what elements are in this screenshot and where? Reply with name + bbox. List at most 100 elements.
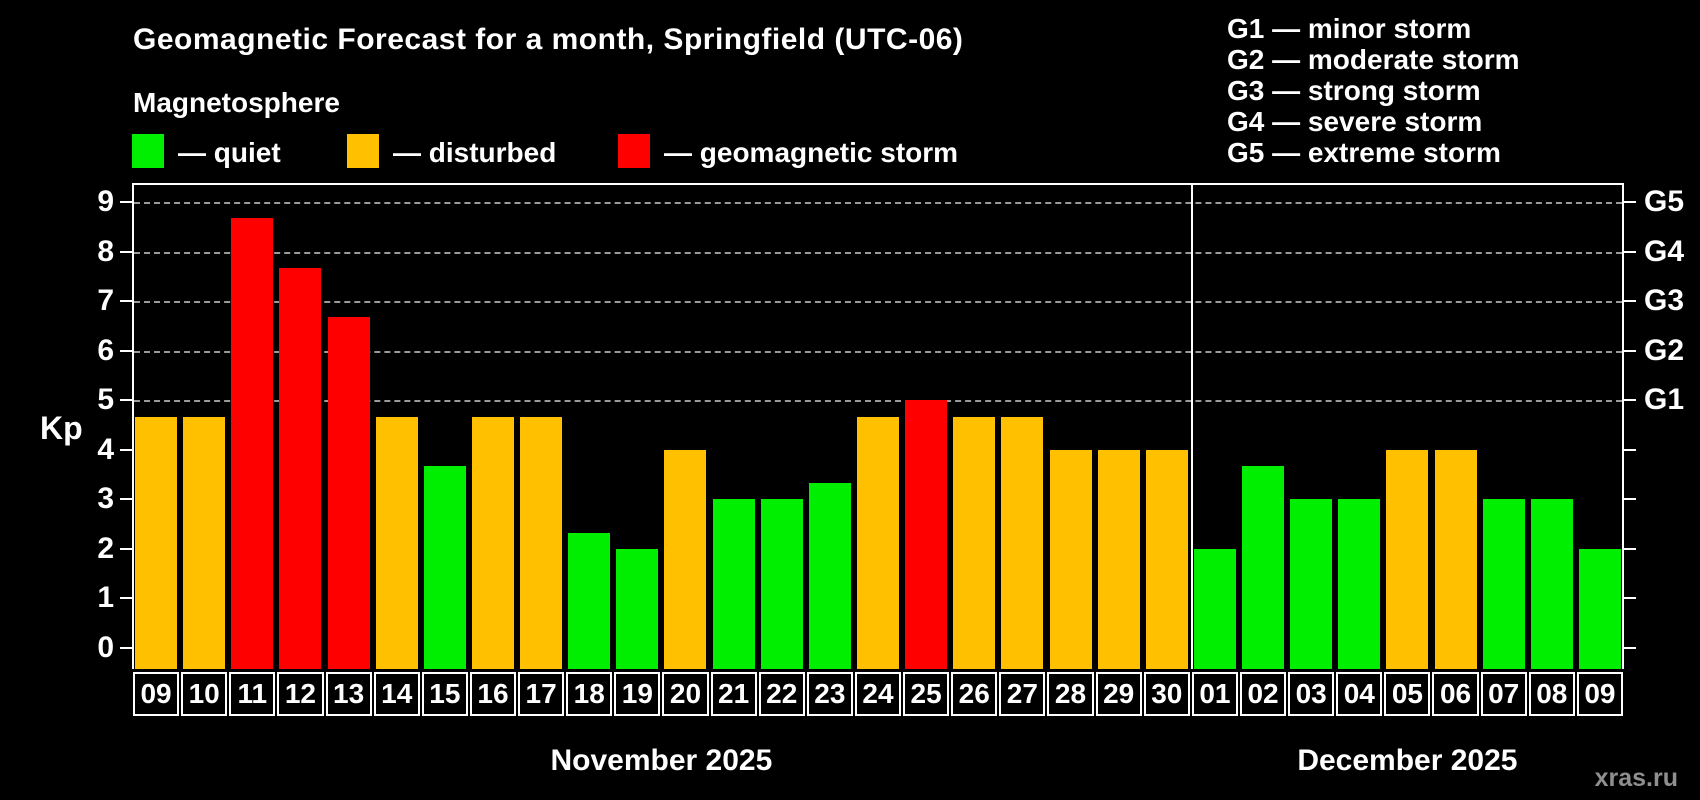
- bar-day-16: [471, 416, 514, 669]
- y-tick-right-4: [1624, 448, 1636, 451]
- g-axis-label-G5: G5: [1644, 184, 1685, 218]
- y-tick-left-9: [120, 200, 132, 203]
- gridline-kp9: [134, 201, 1622, 204]
- bar-day-10: [183, 416, 226, 669]
- bar-day-09: [1578, 548, 1621, 669]
- g-axis-label-G2: G2: [1644, 333, 1685, 367]
- bar-day-13: [327, 317, 370, 669]
- date-cell-2-11: 11: [229, 672, 276, 716]
- date-cell-9-18: 18: [566, 672, 613, 716]
- bar-day-26: [953, 416, 996, 669]
- legend-storm-label: — geomagnetic storm: [664, 137, 959, 168]
- month-label-0: November 2025: [550, 744, 773, 777]
- date-cell-7-16: 16: [469, 672, 517, 716]
- y-tick-label-1: 1: [97, 581, 114, 615]
- y-tick-label-0: 0: [97, 631, 114, 664]
- bar-day-18: [568, 532, 611, 669]
- y-tick-right-6: [1624, 349, 1636, 352]
- y-tick-right-9: [1624, 200, 1636, 203]
- bar-day-25: [905, 400, 948, 669]
- legend-disturbed-label: — disturbed: [393, 137, 557, 168]
- g3-legend-line: G3 — strong storm: [1227, 75, 1481, 106]
- bar-day-23: [808, 482, 851, 669]
- g5-legend-line: G5 — extreme storm: [1227, 137, 1501, 168]
- plot-area: [132, 183, 1624, 669]
- g-scale-legend: G1 — minor storm G2 — moderate storm G3 …: [1227, 13, 1520, 168]
- date-cell-26-05: 05: [1384, 672, 1431, 716]
- date-cell-19-28: 28: [1047, 672, 1094, 716]
- y-tick-right-2: [1624, 547, 1636, 550]
- month-divider: [1190, 185, 1193, 669]
- date-cell-10-19: 19: [614, 672, 661, 716]
- y-tick-left-5: [120, 399, 132, 402]
- g4-legend-line: G4 — severe storm: [1227, 106, 1483, 137]
- bar-day-24: [857, 416, 899, 669]
- y-tick-left-3: [120, 498, 132, 501]
- bar-day-06: [1434, 449, 1477, 669]
- date-cell-25-04: 04: [1336, 672, 1383, 716]
- legend-quiet-label: — quiet: [178, 137, 281, 168]
- date-cell-3-12: 12: [277, 672, 324, 716]
- gridline-kp7: [134, 301, 1622, 304]
- bar-day-09: [135, 416, 178, 669]
- y-tick-right-0: [1624, 647, 1636, 649]
- date-cell-1-10: 10: [181, 672, 228, 716]
- bar-day-28: [1049, 449, 1092, 669]
- date-cell-18-27: 27: [999, 672, 1046, 716]
- date-cell-0-09: 09: [133, 672, 180, 716]
- date-cell-28-07: 07: [1480, 672, 1527, 716]
- y-tick-right-8: [1624, 250, 1636, 253]
- gridline-kp8: [134, 251, 1622, 254]
- bar-day-03: [1290, 499, 1333, 669]
- bar-day-04: [1338, 499, 1381, 669]
- y-tick-left-8: [120, 250, 132, 253]
- date-cell-8-17: 17: [518, 672, 565, 716]
- gridline-kp5: [134, 400, 1622, 403]
- y-tick-label-4: 4: [97, 432, 114, 466]
- g-axis-label-G1: G1: [1644, 383, 1685, 417]
- y-tick-left-7: [120, 300, 132, 303]
- y-tick-right-5: [1624, 399, 1636, 402]
- g2-legend-line: G2 — moderate storm: [1227, 44, 1520, 75]
- date-cell-21-30: 30: [1143, 672, 1190, 716]
- chart-title: Geomagnetic Forecast for a month, Spring…: [133, 23, 964, 56]
- y-tick-right-3: [1624, 498, 1636, 501]
- bar-day-01: [1193, 548, 1236, 669]
- y-tick-left-6: [120, 349, 132, 352]
- date-cell-30-09: 09: [1576, 672, 1623, 716]
- legend-storm-swatch: [618, 134, 650, 168]
- y-axis-title: Kp: [40, 410, 83, 446]
- bar-day-30: [1145, 449, 1188, 669]
- date-cell-14-23: 23: [806, 672, 853, 716]
- date-cell-23-02: 02: [1239, 672, 1287, 716]
- gridline-kp6: [134, 350, 1622, 353]
- bar-day-27: [1001, 416, 1044, 669]
- bar-day-17: [520, 416, 563, 669]
- bar-day-11: [231, 218, 274, 669]
- date-cell-24-03: 03: [1288, 672, 1335, 716]
- legend-disturbed-swatch: [347, 134, 379, 168]
- bar-day-20: [664, 449, 707, 669]
- bar-day-14: [375, 416, 418, 669]
- y-tick-left-1: [120, 597, 132, 600]
- legend-quiet-swatch: [132, 134, 164, 168]
- y-tick-right-7: [1624, 300, 1636, 303]
- g1-legend-line: G1 — minor storm: [1227, 13, 1472, 44]
- bar-day-19: [616, 548, 659, 669]
- bar-day-15: [423, 466, 466, 669]
- y-tick-label-8: 8: [97, 234, 114, 268]
- date-cell-15-24: 24: [854, 672, 902, 716]
- bar-day-29: [1097, 449, 1140, 669]
- y-tick-label-7: 7: [97, 284, 114, 318]
- bar-day-08: [1530, 499, 1573, 669]
- watermark: xras.ru: [1594, 764, 1678, 792]
- date-cell-11-20: 20: [662, 672, 709, 716]
- y-tick-label-3: 3: [97, 482, 114, 516]
- g-axis-label-G4: G4: [1644, 234, 1685, 268]
- y-tick-label-2: 2: [97, 531, 114, 565]
- g-axis-label-G3: G3: [1644, 284, 1685, 318]
- bar-day-21: [712, 499, 755, 669]
- date-cell-22-01: 01: [1191, 672, 1238, 716]
- month-label-1: December 2025: [1297, 744, 1518, 777]
